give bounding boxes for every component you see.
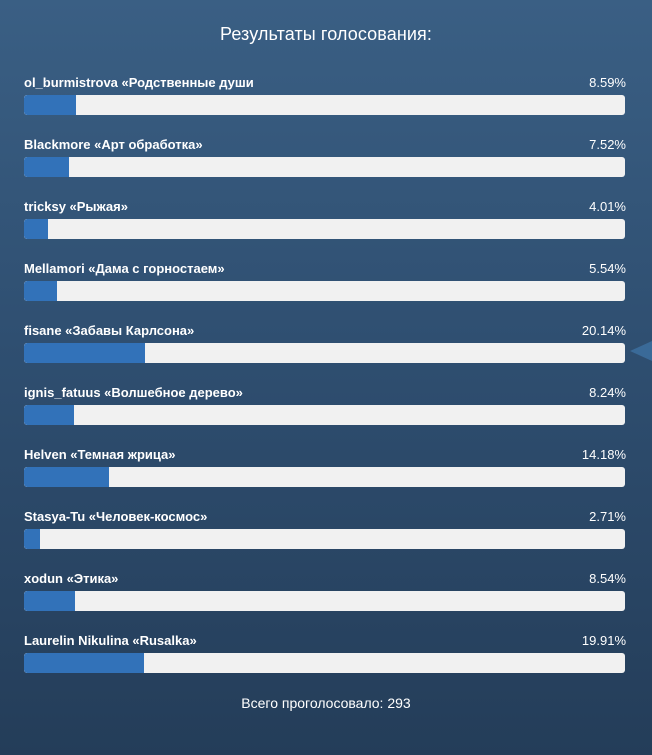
poll-option-label: tricksy «Рыжая» [24, 199, 128, 214]
poll-option-header: ol_burmistrova «Родственные души 8.59% [24, 75, 626, 95]
poll-option-percent: 5.54% [589, 261, 626, 276]
poll-results-list: ol_burmistrova «Родственные души 8.59% B… [24, 75, 626, 695]
poll-option-label: Helven «Темная жрица» [24, 447, 176, 462]
poll-option-label: Laurelin Nikulina «Rusalka» [24, 633, 197, 648]
poll-option-label: xodun «Этика» [24, 571, 119, 586]
poll-option: Blackmore «Арт обработка» 7.52% [24, 137, 626, 199]
poll-option-bar-track [24, 653, 625, 673]
poll-option-bar-track [24, 281, 625, 301]
poll-option-bar-fill [24, 343, 146, 363]
poll-option-bar-fill [24, 405, 74, 425]
poll-option-label: Stasya-Tu «Человек-космос» [24, 509, 208, 524]
poll-option-bar-fill [24, 467, 110, 487]
poll-option-percent: 19.91% [581, 633, 626, 648]
poll-option-label: fisane «Забавы Карлсона» [24, 323, 195, 338]
poll-option-bar-fill [24, 591, 76, 611]
poll-option-percent: 8.54% [589, 571, 626, 586]
poll-option-header: xodun «Этика» 8.54% [24, 571, 626, 591]
poll-option-percent: 8.24% [589, 385, 626, 400]
poll-option-bar-fill [24, 219, 49, 239]
poll-option-header: Stasya-Tu «Человек-космос» 2.71% [24, 509, 626, 529]
poll-option: tricksy «Рыжая» 4.01% [24, 199, 626, 261]
poll-option-header: Blackmore «Арт обработка» 7.52% [24, 137, 626, 157]
poll-option: ol_burmistrova «Родственные души 8.59% [24, 75, 626, 137]
poll-option-header: Laurelin Nikulina «Rusalka» 19.91% [24, 633, 626, 653]
poll-option-header: Mellamori «Дама с горностаем» 5.54% [24, 261, 626, 281]
poll-total-votes: Всего проголосовало: 293 [241, 695, 411, 711]
poll-option-label: ol_burmistrova «Родственные души [24, 75, 254, 90]
poll-option: Laurelin Nikulina «Rusalka» 19.91% [24, 633, 626, 695]
poll-option: xodun «Этика» 8.54% [24, 571, 626, 633]
poll-option-percent: 2.71% [589, 509, 626, 524]
poll-option-bar-fill [24, 281, 58, 301]
poll-option-header: Helven «Темная жрица» 14.18% [24, 447, 626, 467]
poll-option-bar-track [24, 405, 625, 425]
triangle-left-icon[interactable] [630, 341, 652, 361]
poll-option: Stasya-Tu «Человек-космос» 2.71% [24, 509, 626, 571]
poll-option-label: Mellamori «Дама с горностаем» [24, 261, 225, 276]
poll-option-percent: 7.52% [589, 137, 626, 152]
poll-title: Результаты голосования: [220, 24, 432, 44]
poll-option-percent: 4.01% [589, 199, 626, 214]
poll-option-bar-track [24, 157, 625, 177]
poll-option: Mellamori «Дама с горностаем» 5.54% [24, 261, 626, 323]
poll-option: fisane «Забавы Карлсона» 20.14% [24, 323, 626, 385]
poll-option-header: tricksy «Рыжая» 4.01% [24, 199, 626, 219]
poll-option: ignis_fatuus «Волшебное дерево» 8.24% [24, 385, 626, 447]
poll-option: Helven «Темная жрица» 14.18% [24, 447, 626, 509]
poll-option-bar-fill [24, 95, 76, 115]
poll-option-header: fisane «Забавы Карлсона» 20.14% [24, 323, 626, 343]
poll-option-bar-track [24, 591, 625, 611]
poll-option-bar-fill [24, 653, 144, 673]
poll-option-bar-track [24, 95, 625, 115]
poll-option-percent: 14.18% [581, 447, 626, 462]
poll-option-bar-track [24, 529, 625, 549]
poll-option-label: Blackmore «Арт обработка» [24, 137, 203, 152]
poll-option-label: ignis_fatuus «Волшебное дерево» [24, 385, 243, 400]
poll-option-percent: 20.14% [581, 323, 626, 338]
poll-option-bar-track [24, 219, 625, 239]
poll-option-header: ignis_fatuus «Волшебное дерево» 8.24% [24, 385, 626, 405]
poll-option-bar-fill [24, 529, 41, 549]
poll-option-percent: 8.59% [589, 75, 626, 90]
poll-option-bar-track [24, 343, 625, 363]
poll-option-bar-fill [24, 157, 70, 177]
poll-option-bar-track [24, 467, 625, 487]
